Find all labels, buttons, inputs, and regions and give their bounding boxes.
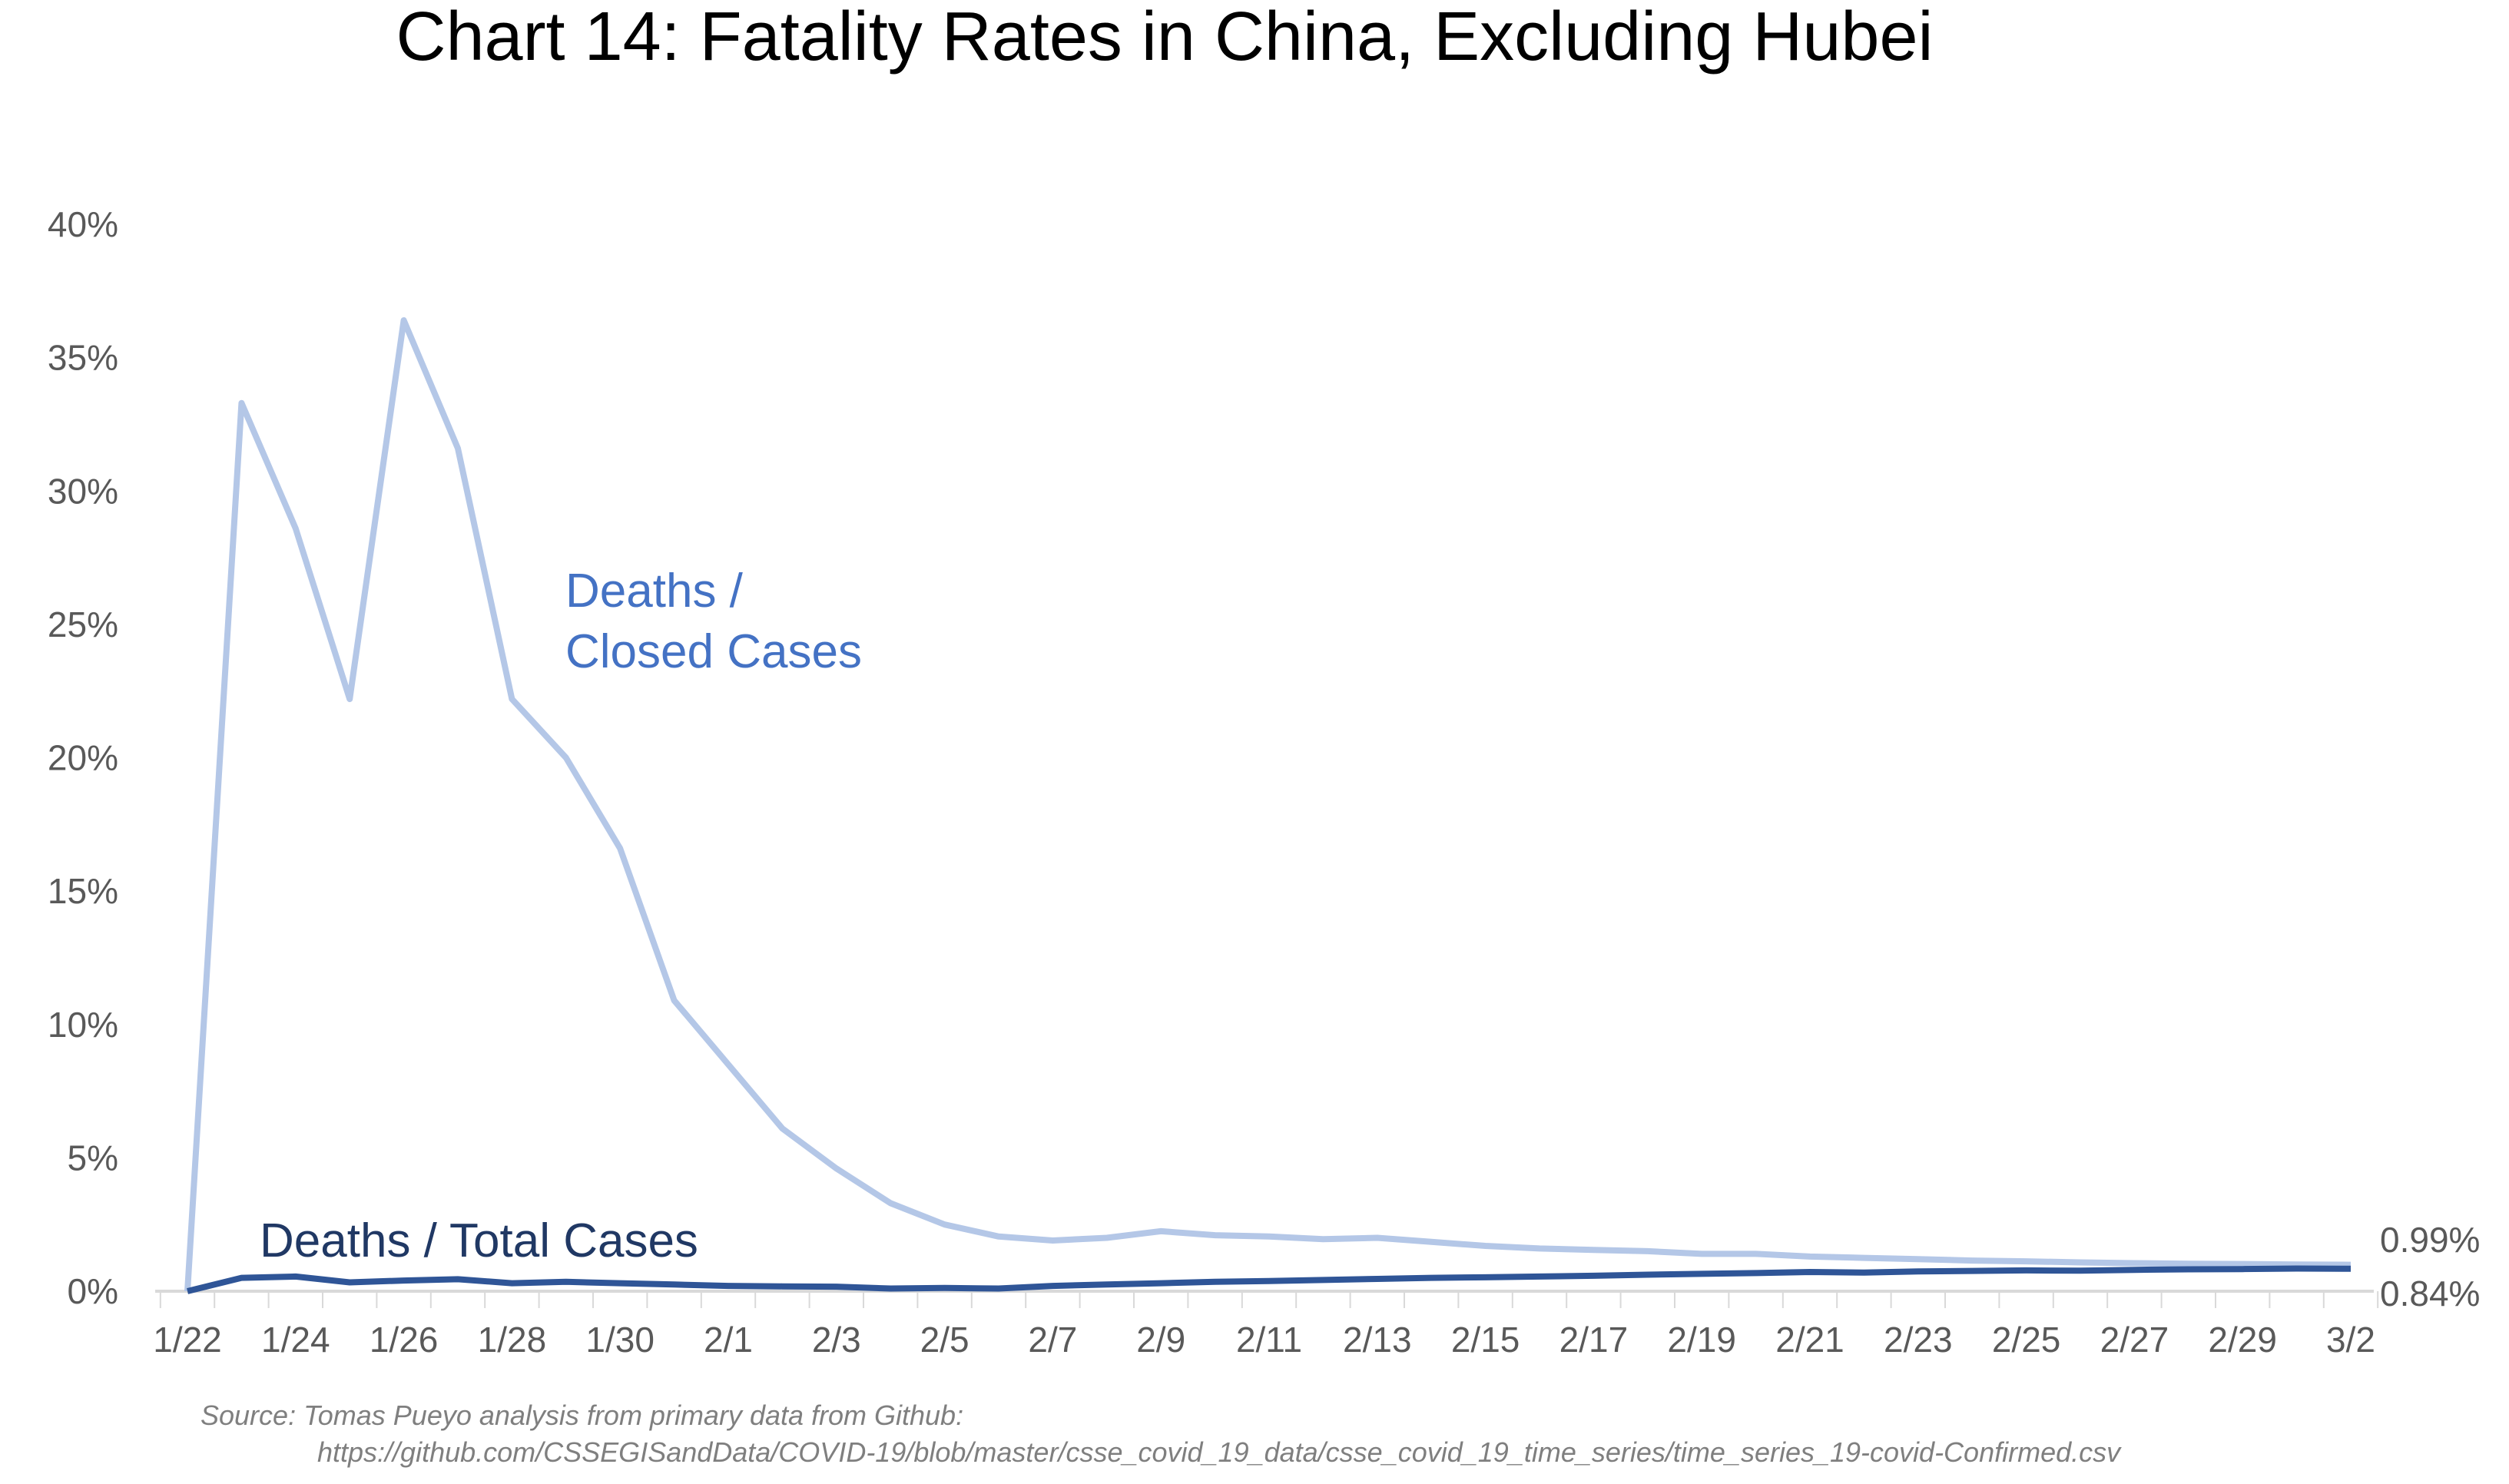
x-tick-label: 2/1	[704, 1320, 753, 1360]
x-tick-label: 2/17	[1559, 1320, 1629, 1360]
y-tick-label: 10%	[48, 1005, 118, 1045]
x-tick-label: 1/24	[261, 1320, 330, 1360]
y-tick-label: 35%	[48, 338, 118, 378]
y-tick-label: 30%	[48, 471, 118, 511]
x-tick-label: 2/23	[1884, 1320, 1953, 1360]
x-tick-label: 2/25	[1992, 1320, 2061, 1360]
y-tick-label: 15%	[48, 871, 118, 911]
y-tick-label: 40%	[48, 204, 118, 244]
x-tick-label: 2/13	[1343, 1320, 1412, 1360]
y-tick-label: 0%	[68, 1271, 118, 1311]
series-line-total-cases	[187, 1265, 2352, 1294]
x-tick-label: 2/19	[1667, 1320, 1736, 1360]
x-tick-label: 2/7	[1028, 1320, 1077, 1360]
series-label-closed-cases-line2: Closed Cases	[565, 625, 862, 678]
y-tick-label: 20%	[48, 738, 118, 778]
chart-title: Chart 14: Fatality Rates in China, Exclu…	[396, 0, 1933, 75]
x-tick-label: 2/5	[920, 1320, 969, 1360]
y-tick-label: 25%	[48, 605, 118, 644]
x-tick-label: 3/2	[2326, 1320, 2375, 1360]
x-tick-label: 2/29	[2208, 1320, 2277, 1360]
x-tick-label: 2/27	[2100, 1320, 2169, 1360]
end-label-total-cases: 0.84%	[2380, 1274, 2480, 1313]
x-tick-label: 1/28	[478, 1320, 547, 1360]
source-line-1: Source: Tomas Pueyo analysis from primar…	[201, 1400, 963, 1431]
y-tick-label: 5%	[68, 1138, 118, 1178]
series-label-total-cases: Deaths / Total Cases	[260, 1214, 698, 1267]
x-tick-label: 2/15	[1451, 1320, 1520, 1360]
y-axis: 0% 5% 10% 15% 20% 25% 30% 35% 40%	[48, 204, 118, 1311]
x-tick-label: 2/3	[812, 1320, 861, 1360]
x-tick-label: 2/9	[1136, 1320, 1185, 1360]
source-line-2: https://github.com/CSSEGISandData/COVID-…	[317, 1436, 2122, 1468]
series-line-closed-cases	[184, 317, 2352, 1292]
end-label-closed-cases: 0.99%	[2380, 1220, 2480, 1260]
x-tick-label: 1/30	[585, 1320, 655, 1360]
x-tick-label: 2/21	[1775, 1320, 1844, 1360]
x-tick-label: 1/22	[153, 1320, 222, 1360]
plot-area	[184, 317, 2352, 1294]
x-tick-label: 1/26	[370, 1320, 439, 1360]
x-tick-label: 2/11	[1236, 1320, 1302, 1360]
series-label-closed-cases-line1: Deaths /	[565, 565, 744, 618]
x-axis: 1/22 1/24 1/26 1/28 1/30 2/1 2/3 2/5 2/7 2/9 2/11 2…	[153, 1291, 2379, 1360]
